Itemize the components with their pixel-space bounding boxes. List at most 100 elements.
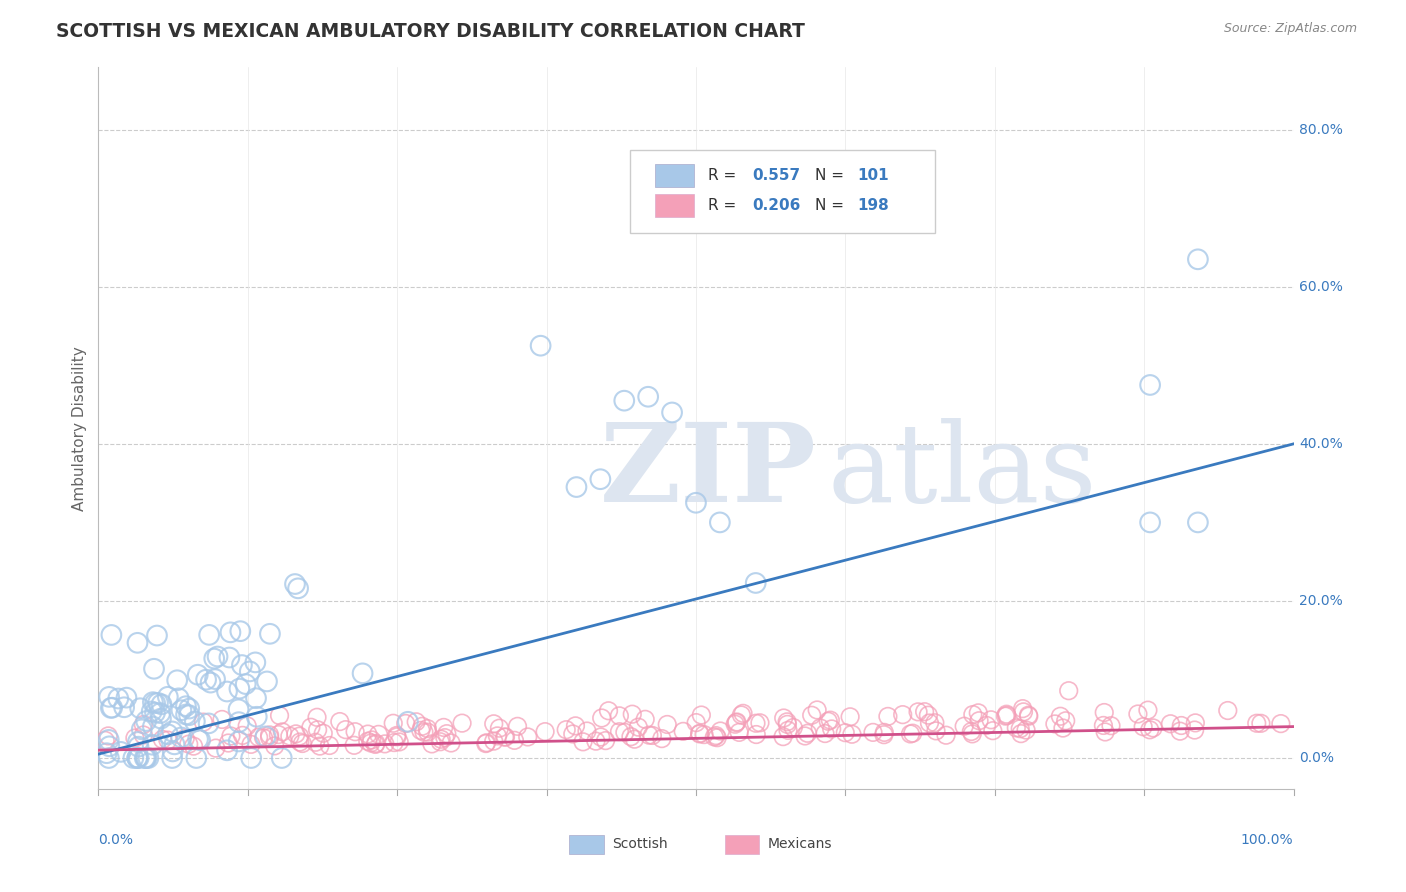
Point: [143, 706, 166, 720]
Point: [115, 690, 138, 705]
Point: [995, 707, 1018, 722]
Text: Scottish: Scottish: [613, 838, 668, 851]
Point: [706, 731, 728, 745]
Point: [907, 705, 929, 719]
Point: [228, 715, 250, 730]
Text: Mexicans: Mexicans: [768, 838, 832, 851]
Point: [1136, 703, 1159, 717]
Point: [689, 727, 711, 741]
Point: [430, 732, 453, 747]
Point: [174, 731, 197, 746]
Point: [135, 751, 157, 765]
Point: [745, 716, 768, 731]
Point: [270, 751, 292, 765]
Point: [429, 735, 451, 749]
Point: [291, 737, 314, 751]
Point: [146, 628, 169, 642]
Point: [215, 743, 238, 757]
Point: [440, 736, 463, 750]
Point: [962, 707, 984, 722]
Point: [995, 708, 1018, 723]
Point: [228, 734, 250, 748]
Point: [900, 727, 922, 741]
Point: [486, 729, 509, 743]
Point: [817, 714, 839, 729]
Point: [814, 726, 837, 740]
Point: [475, 737, 498, 751]
Point: [229, 624, 252, 639]
Point: [252, 731, 274, 745]
Point: [495, 730, 517, 744]
Point: [1018, 709, 1040, 723]
Point: [94, 733, 117, 747]
Point: [862, 725, 884, 739]
Point: [245, 656, 267, 670]
Point: [709, 516, 731, 530]
Point: [156, 733, 179, 747]
Point: [1010, 722, 1032, 736]
Point: [163, 737, 186, 751]
Point: [689, 726, 711, 740]
Point: [100, 628, 122, 642]
Point: [1052, 721, 1074, 735]
Point: [188, 733, 211, 747]
Point: [160, 724, 183, 739]
Point: [312, 726, 335, 740]
Point: [134, 751, 156, 765]
Point: [482, 716, 505, 731]
Point: [127, 735, 149, 749]
Point: [433, 731, 456, 745]
Point: [364, 738, 387, 752]
Point: [575, 724, 598, 739]
Point: [149, 706, 172, 720]
Point: [704, 729, 727, 743]
Point: [228, 681, 250, 696]
Text: Source: ZipAtlas.com: Source: ZipAtlas.com: [1223, 22, 1357, 36]
Point: [451, 716, 474, 731]
Point: [235, 677, 257, 691]
Point: [621, 707, 644, 722]
Point: [143, 662, 166, 676]
FancyBboxPatch shape: [655, 164, 693, 186]
Point: [1246, 716, 1268, 731]
Point: [609, 724, 631, 739]
Point: [149, 712, 172, 726]
Point: [821, 722, 844, 736]
Point: [152, 732, 174, 747]
Point: [925, 723, 948, 738]
Point: [204, 672, 226, 686]
Point: [1142, 721, 1164, 735]
Point: [215, 684, 238, 698]
Point: [725, 714, 748, 729]
Point: [385, 730, 408, 744]
Point: [142, 720, 165, 734]
Text: SCOTTISH VS MEXICAN AMBULATORY DISABILITY CORRELATION CHART: SCOTTISH VS MEXICAN AMBULATORY DISABILIT…: [56, 22, 806, 41]
Point: [1132, 720, 1154, 734]
Text: 100.0%: 100.0%: [1241, 833, 1294, 847]
Text: 0.0%: 0.0%: [1299, 751, 1334, 765]
Point: [183, 739, 205, 753]
Point: [994, 709, 1017, 723]
Point: [174, 699, 197, 714]
Point: [839, 710, 862, 724]
Point: [96, 746, 118, 760]
Point: [924, 715, 946, 730]
Text: 0.206: 0.206: [752, 198, 800, 213]
Point: [841, 727, 863, 741]
Point: [197, 716, 219, 731]
Point: [776, 717, 799, 731]
Point: [245, 691, 267, 706]
Point: [179, 701, 201, 715]
Text: 60.0%: 60.0%: [1299, 280, 1343, 293]
Point: [335, 723, 357, 737]
Point: [217, 736, 239, 750]
Text: N =: N =: [815, 168, 849, 183]
Point: [112, 700, 135, 714]
Point: [595, 733, 617, 747]
Point: [627, 720, 650, 734]
Point: [284, 577, 307, 591]
Point: [685, 496, 707, 510]
Point: [236, 719, 259, 733]
Point: [436, 727, 458, 741]
Point: [98, 739, 121, 754]
